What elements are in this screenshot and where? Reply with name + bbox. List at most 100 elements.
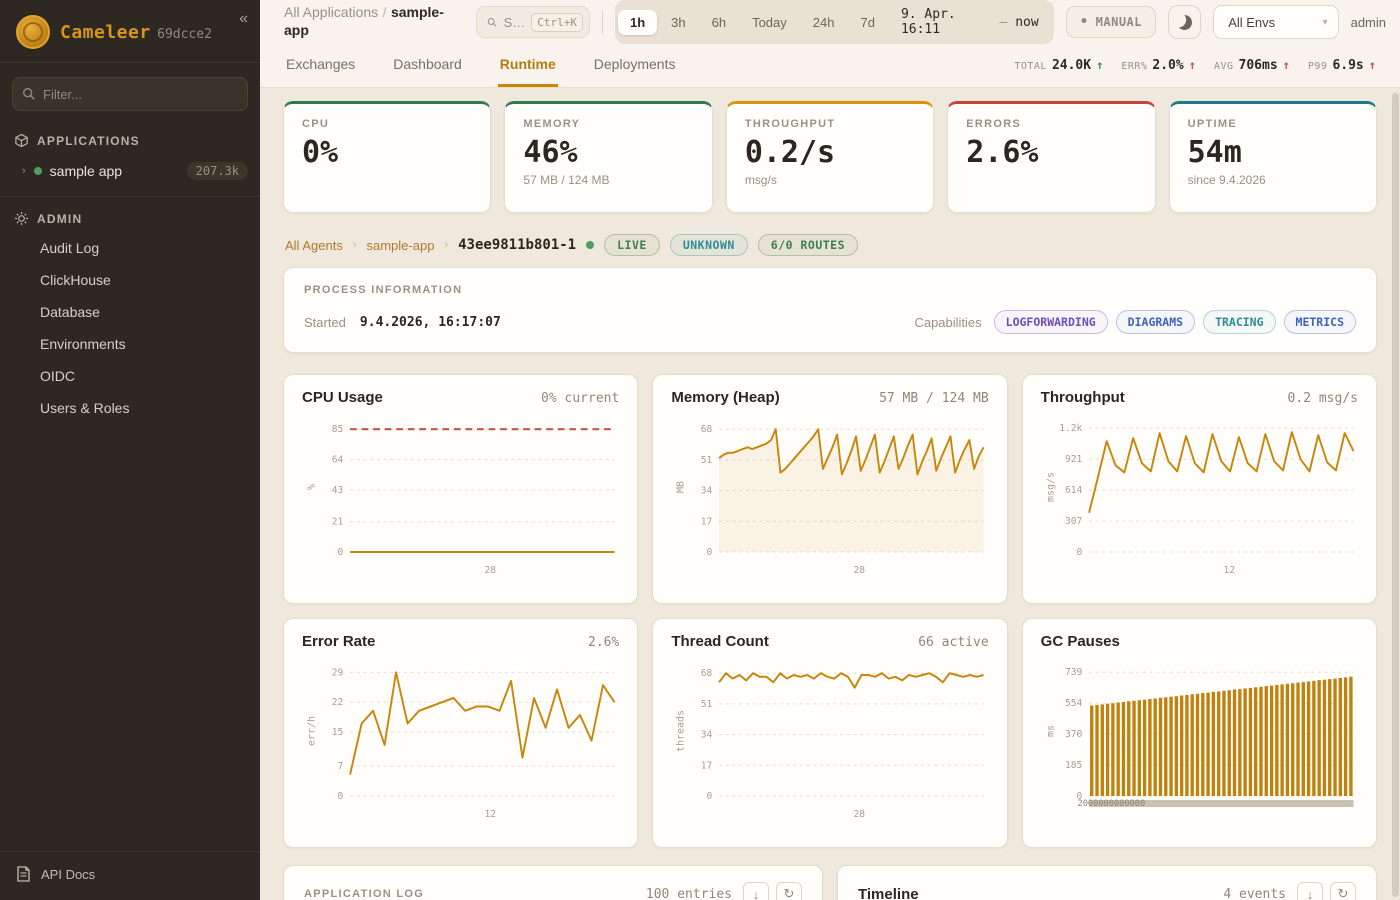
download-button[interactable]: ↓ (743, 882, 769, 900)
trend-up-icon: ↑ (1368, 58, 1376, 72)
chart-title: Error Rate (302, 633, 376, 650)
scrollbar-thumb[interactable] (1392, 93, 1399, 897)
trend-up-icon: ↑ (1096, 58, 1104, 72)
chevron-down-icon: ▾ (1322, 16, 1328, 28)
user-name[interactable]: admin (1350, 14, 1387, 30)
range-button-today[interactable]: Today (740, 10, 799, 35)
topbar: All Applications / sample-app S… Ctrl+K … (260, 0, 1400, 44)
manual-label: MANUAL (1095, 15, 1142, 29)
badge-unknown: UNKNOWN (669, 234, 748, 256)
stat-err: ERR% 2.0% ↑ (1121, 58, 1196, 73)
metric-value: 46% (523, 135, 578, 170)
breadcrumb-root[interactable]: All Applications (284, 4, 379, 20)
chart-thread-count: Thread Count 66 active 0 17 34 51 68 threads 28 (652, 618, 1008, 848)
svg-text:15: 15 (332, 727, 344, 738)
svg-text:307: 307 (1065, 516, 1082, 527)
sidebar-item-database[interactable]: Database (40, 304, 100, 320)
expand-chevron-icon[interactable]: › (22, 165, 26, 177)
svg-text:ms: ms (1045, 725, 1056, 737)
range-button-7d[interactable]: 7d (848, 10, 886, 35)
range-button-6h[interactable]: 6h (700, 10, 738, 35)
sidebar-item-environments[interactable]: Environments (40, 336, 126, 352)
filter-input[interactable] (12, 77, 248, 111)
svg-text:threads: threads (676, 710, 687, 752)
refresh-button[interactable]: ↻ (776, 882, 802, 900)
sidebar-divider (0, 196, 260, 197)
tab-deployments[interactable]: Deployments (593, 56, 676, 72)
stat-label: AVG (1213, 61, 1234, 72)
refresh-button[interactable]: ↻ (1330, 882, 1356, 900)
svg-text:12: 12 (1223, 565, 1235, 576)
svg-text:28: 28 (854, 565, 866, 576)
gear-icon (14, 211, 29, 226)
range-button-1h[interactable]: 1h (617, 9, 658, 35)
svg-text:1.2k: 1.2k (1059, 423, 1082, 434)
agent-crumb-all-agents[interactable]: All Agents (285, 237, 343, 253)
brand-name: Cameleer (60, 21, 151, 43)
status-dot-green (33, 167, 42, 175)
brand-version: 69dcce2 (157, 26, 212, 42)
date-range-from: 9. Apr. 16:11 (900, 7, 956, 37)
started-label: Started (304, 314, 346, 330)
manual-bullet-icon: • (1079, 14, 1089, 30)
chart-current-value: 66 active (918, 635, 989, 650)
topbar-divider (602, 10, 603, 34)
metric-subtext: since 9.4.2026 (1187, 173, 1266, 187)
throughput-chart: 0 307 614 921 1.2k msg/s 12 (1045, 423, 1355, 576)
badge-live: LIVE (604, 234, 660, 256)
search-icon (23, 88, 35, 100)
chart-current-value: 2.6% (588, 635, 620, 650)
theme-toggle-button[interactable] (1168, 5, 1202, 39)
stat-label: ERR% (1121, 61, 1148, 72)
global-search[interactable]: S… Ctrl+K (476, 6, 590, 38)
svg-text:err/h: err/h (307, 716, 318, 746)
svg-text:msg/s: msg/s (1045, 472, 1056, 502)
sidebar-item-sample-app[interactable]: › sample app 207.3k (0, 154, 260, 188)
svg-text:28: 28 (854, 809, 866, 820)
tab-runtime[interactable]: Runtime (497, 44, 558, 87)
svg-text:0: 0 (338, 791, 344, 802)
metric-card-cpu: CPU 0% (283, 101, 492, 213)
chart-current-value: 0% current (541, 391, 620, 406)
chart-title: Memory (Heap) (671, 389, 780, 406)
tab-dashboard[interactable]: Dashboard (393, 56, 462, 72)
svg-text:68: 68 (701, 424, 713, 435)
svg-text:MB: MB (676, 481, 687, 493)
sidebar-item-clickhouse[interactable]: ClickHouse (40, 272, 111, 288)
svg-text:34: 34 (701, 485, 713, 496)
process-information-panel: PROCESS INFORMATION Started 9.4.2026, 16… (283, 267, 1377, 353)
sidebar-item-api-docs[interactable]: API Docs (0, 851, 260, 900)
application-log-title: APPLICATION LOG (304, 888, 425, 900)
download-icon: ↓ (1306, 886, 1314, 900)
svg-text:17: 17 (701, 516, 713, 527)
date-range-separator: — (999, 14, 1008, 30)
stat-label: TOTAL (1014, 61, 1047, 72)
download-icon: ↓ (752, 886, 760, 900)
sidebar-item-oidc[interactable]: OIDC (40, 368, 75, 384)
download-button[interactable]: ↓ (1297, 882, 1323, 900)
chart-memory-heap: Memory (Heap) 57 MB / 124 MB 0 17 34 51 68 MB 2… (652, 374, 1008, 604)
main-area: All Applications / sample-app S… Ctrl+K … (260, 0, 1400, 900)
agent-crumb-sample-app[interactable]: sample-app (366, 237, 435, 253)
stat-value: 24.0K (1051, 58, 1092, 73)
range-button-3h[interactable]: 3h (659, 10, 697, 35)
range-button-24h[interactable]: 24h (801, 10, 847, 35)
scrollbar[interactable] (1392, 93, 1399, 897)
package-icon (15, 133, 28, 148)
manual-refresh-button[interactable]: • MANUAL (1065, 6, 1156, 38)
tab-exchanges[interactable]: Exchanges (286, 56, 356, 72)
svg-text:185: 185 (1065, 760, 1082, 771)
svg-text:0: 0 (707, 547, 713, 558)
error-rate-chart: 0 7 15 22 29 err/h 12 (307, 667, 616, 820)
sidebar-item-audit-log[interactable]: Audit Log (40, 240, 100, 256)
charts-grid: CPU Usage 0% current 0 21 43 64 85% 28 Memory … (283, 374, 1377, 848)
metric-cards-row: CPU 0% MEMORY 46% 57 MB / 124 MB THROUGH… (283, 101, 1378, 213)
stat-value: 2.0% (1152, 58, 1184, 73)
env-select[interactable]: All Envs ▾ (1213, 5, 1339, 39)
metric-value: 54m (1187, 135, 1242, 170)
date-range-display[interactable]: 9. Apr. 16:11 — now (889, 3, 1051, 41)
sidebar-item-users-roles[interactable]: Users & Roles (40, 400, 130, 416)
metric-label: CPU (302, 118, 330, 130)
sidebar-collapse-icon[interactable]: « (239, 10, 248, 27)
env-select-value: All Envs (1228, 14, 1276, 30)
